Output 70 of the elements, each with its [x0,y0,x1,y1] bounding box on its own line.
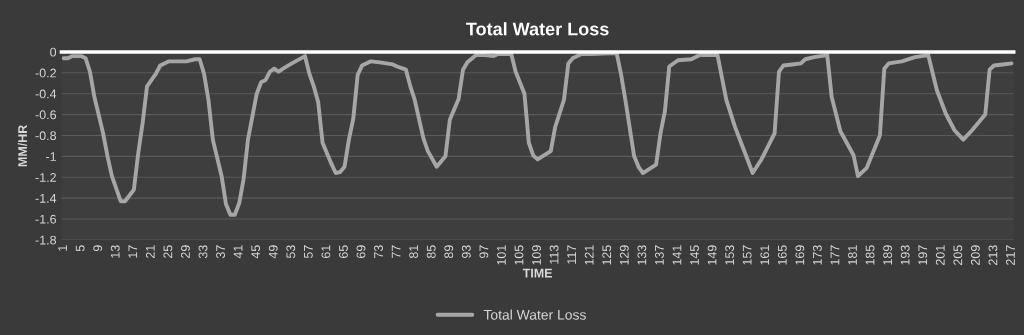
x-tick-label: 177 [830,245,840,265]
x-tick-label: 145 [690,245,699,265]
y-axis-title: MM/HR [17,124,28,167]
x-tick-label: 125 [602,245,612,265]
x-tick-label: 213 [988,245,998,265]
y-tick-label: -0.8 [35,131,57,141]
x-tick-label: 165 [777,245,787,265]
x-tick-label: 197 [918,245,928,265]
x-axis-title: TIME [522,268,553,278]
y-tick-label: -1 [46,152,56,161]
x-tick-label: 53 [286,245,296,259]
y-tick-label: -1.6 [35,214,57,224]
legend-label: Total Water Loss [483,309,586,320]
y-tick-label: 0 [50,47,57,57]
chart-title: Total Water Loss [466,22,609,36]
x-tick-label: 189 [883,245,893,265]
x-tick-label: 21 [145,245,155,258]
x-tick-label: 5 [75,245,85,252]
x-tick-label: 17 [128,245,138,258]
x-tick-label: 93 [461,245,471,259]
x-tick-label: 141 [672,245,682,265]
x-tick-label: 173 [812,245,822,265]
x-tick-label: 29 [181,245,190,258]
x-tick-label: 161 [760,245,770,265]
x-tick-label: 101 [497,245,506,265]
y-tick-label: -1.8 [35,235,57,245]
x-tick-label: 89 [444,245,454,259]
x-tick-label: 61 [321,245,331,258]
x-tick-label: 117 [567,245,576,264]
x-tick-label: 41 [233,245,243,259]
x-tick-label: 205 [953,245,963,265]
x-tick-label: 69 [356,245,366,258]
x-tick-label: 33 [198,245,208,259]
x-tick-label: 65 [339,245,348,258]
x-tick-label: 105 [514,245,524,265]
x-tick-label: 121 [584,245,594,265]
y-tick-label: -1.2 [35,173,56,182]
x-tick-label: 137 [654,245,664,265]
x-tick-label: 201 [935,245,945,265]
y-tick-label: -0.4 [35,89,57,99]
x-tick-label: 77 [391,245,401,258]
x-tick-label: 13 [110,245,120,258]
x-tick-label: 129 [619,245,629,265]
x-tick-label: 9 [93,245,103,252]
x-tick-label: 157 [742,245,752,265]
x-tick-label: 149 [707,245,717,265]
x-tick-label: 45 [251,245,261,259]
y-tick-label: -0.6 [35,110,57,120]
x-tick-label: 49 [268,245,278,259]
x-tick-label: 97 [479,245,489,259]
x-tick-label: 73 [374,245,383,258]
x-tick-label: 85 [426,245,436,259]
line-series [61,51,1014,217]
x-tick-label: 217 [1006,245,1015,265]
x-tick-label: 1 [58,245,67,251]
y-tick-label: -0.2 [35,68,56,78]
x-tick-label: 25 [163,245,173,258]
x-tick-label: 37 [216,245,225,259]
x-tick-label: 181 [848,245,857,265]
x-tick-label: 133 [637,245,647,265]
x-tick-label: 153 [725,245,735,265]
x-tick-label: 57 [304,245,313,259]
x-tick-label: 81 [409,245,419,259]
x-tick-label: 169 [795,245,805,265]
y-tick-label: -1.4 [35,194,57,203]
x-tick-label: 185 [865,245,875,265]
x-tick-label: 193 [900,245,910,265]
x-tick-label: 109 [532,245,541,265]
x-tick-label: 113 [549,245,559,264]
x-tick-label: 209 [970,245,980,265]
